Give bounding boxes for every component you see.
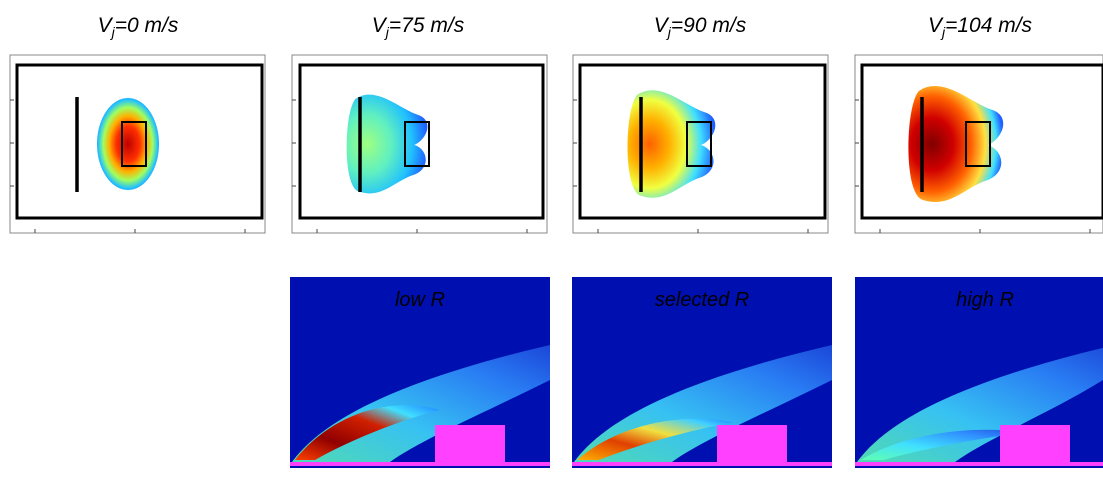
title-part: =0 m/s (115, 14, 179, 37)
block (435, 425, 505, 463)
figure: Vj=0 m/s Vj=75 m/s Vj=90 m/s Vj=104 m/s low … (0, 0, 1103, 479)
panel-title: Vj=90 m/s (654, 14, 747, 40)
domain-box (300, 65, 543, 218)
title-part: =90 m/s (671, 14, 747, 37)
panel-title: Vj=75 m/s (372, 14, 465, 40)
contour-blob (97, 98, 159, 190)
block (717, 425, 787, 463)
axes-frame (292, 55, 547, 233)
wall (290, 462, 550, 466)
panel-label: low R (395, 289, 445, 311)
title-part: =104 m/s (945, 14, 1032, 37)
wall (855, 462, 1103, 466)
title-part: =75 m/s (389, 14, 465, 37)
panel-label: selected R (655, 289, 750, 311)
panels: Vj=0 m/s Vj=75 m/s Vj=90 m/s Vj=104 m/s low … (10, 14, 1103, 468)
block (1000, 425, 1070, 463)
panel-title: Vj=0 m/s (98, 14, 179, 40)
panel-title: Vj=104 m/s (928, 14, 1033, 40)
panel-label: high R (956, 289, 1014, 311)
wall (572, 462, 832, 466)
